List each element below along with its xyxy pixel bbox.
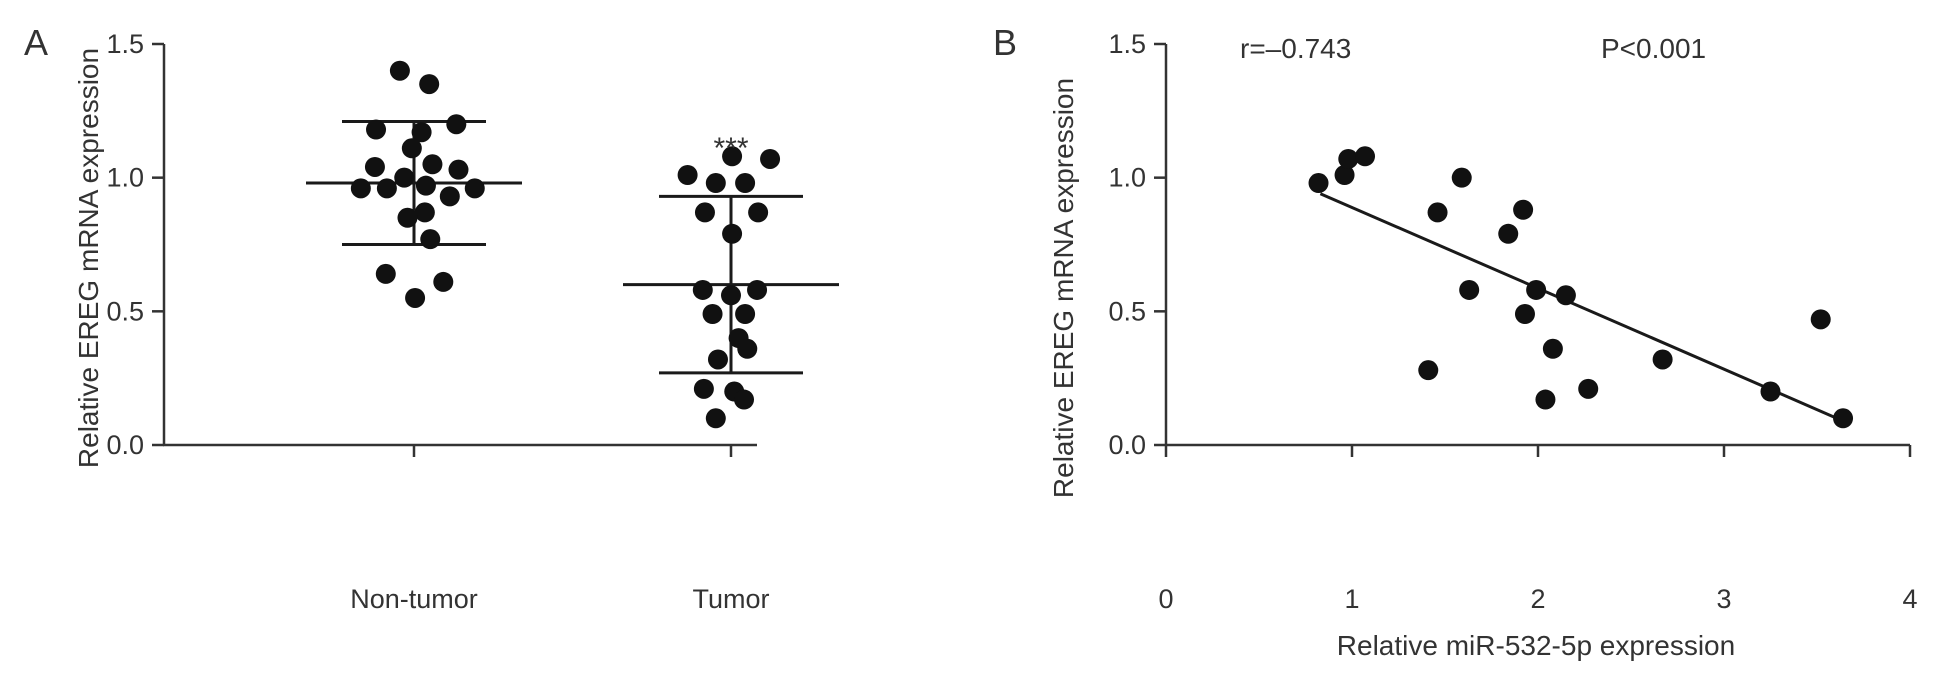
x-tick-label: Tumor [692,584,769,614]
data-point [1535,389,1556,410]
data-point [1513,199,1534,220]
data-point [464,178,485,199]
data-point [694,202,715,223]
data-point [705,408,726,429]
x-tick-label: Non-tumor [350,584,478,614]
regression-line [1319,192,1844,423]
data-point [389,60,410,81]
data-point [364,156,385,177]
panel-b-letter: B [993,22,1017,63]
data-point [1652,349,1673,370]
x-tick-label: 1 [1344,584,1359,614]
data-point [1459,279,1480,300]
y-tick-label: 0.5 [106,296,144,326]
data-point [1514,304,1535,325]
data-point [1578,378,1599,399]
data-point [735,173,756,194]
data-point [1418,360,1439,381]
data-point [1760,381,1781,402]
data-point [734,389,755,410]
data-point [1451,167,1472,188]
significance-stars: *** [713,132,748,165]
data-point [420,229,441,250]
y-tick-label: 0.5 [1108,296,1146,326]
data-point [415,175,436,196]
data-point [692,279,713,300]
data-point [376,178,397,199]
data-point [401,138,422,159]
data-point [722,146,743,167]
data-point [735,304,756,325]
panel-b-y-axis-title: Relative EREG mRNA expression [1048,78,1079,498]
data-point [1526,279,1547,300]
data-point [439,186,460,207]
panel-a-groups [306,60,839,429]
data-point [1555,285,1576,306]
data-point [422,154,443,175]
data-point [446,114,467,135]
y-tick-label: 1.0 [106,163,144,193]
x-tick-label: 4 [1902,584,1917,614]
data-point [397,207,418,228]
y-tick-label: 1.5 [106,29,144,59]
panel-a-letter: A [24,22,48,63]
data-point [1810,309,1831,330]
data-point [1338,148,1359,169]
data-point [394,167,415,188]
data-point [677,164,698,185]
data-point [350,178,371,199]
data-point [375,263,396,284]
data-point [747,279,768,300]
y-tick-label: 1.5 [1108,29,1146,59]
x-tick-label: 2 [1530,584,1545,614]
x-tick-label: 3 [1716,584,1731,614]
panel-b-y-ticks: 0.0 0.5 1.0 1.5 [1108,29,1166,460]
data-point [1542,338,1563,359]
data-point [419,74,440,95]
panel-a-y-ticks: 0.0 0.5 1.0 1.5 [106,29,164,460]
panel-a-x-ticks: Non-tumor Tumor [350,445,770,614]
data-point [1498,223,1519,244]
data-point [721,285,741,306]
data-point [411,122,432,143]
panel-b-regression [1319,192,1844,423]
correlation-r-label: r=–0.743 [1240,33,1351,64]
data-point [405,287,426,308]
x-tick-label: 0 [1158,584,1173,614]
data-point [702,304,723,325]
y-tick-label: 0.0 [106,430,144,460]
data-point [433,271,454,292]
data-point [448,159,469,180]
data-point [414,202,435,223]
data-point [760,148,781,169]
data-point [1355,146,1376,167]
panel-b-x-axis-title: Relative miR-532-5p expression [1337,630,1735,661]
group-non-tumor [306,60,522,308]
p-value-label: P<0.001 [1601,33,1706,64]
data-point [722,223,743,244]
data-point [693,378,714,399]
data-point [1308,173,1329,194]
data-point [1427,202,1448,223]
data-point [366,119,387,140]
panel-a-y-axis-title: Relative EREG mRNA expression [73,48,104,468]
data-point [1334,164,1355,185]
data-point [1833,408,1854,429]
panel-b-points [1308,146,1854,429]
panel-a: A Relative EREG mRNA expression 0.0 0.5 1.… [24,22,839,614]
data-point [705,173,726,194]
y-tick-label: 1.0 [1108,163,1146,193]
data-point [707,349,728,370]
y-tick-label: 0.0 [1108,430,1146,460]
panel-b-x-ticks: 0 1 2 3 4 [1158,445,1918,614]
data-point [737,338,758,359]
data-point [748,202,769,223]
panel-b: B Relative EREG mRNA expression 0.0 0.5 1.… [993,22,1918,661]
group-tumor [623,146,839,429]
